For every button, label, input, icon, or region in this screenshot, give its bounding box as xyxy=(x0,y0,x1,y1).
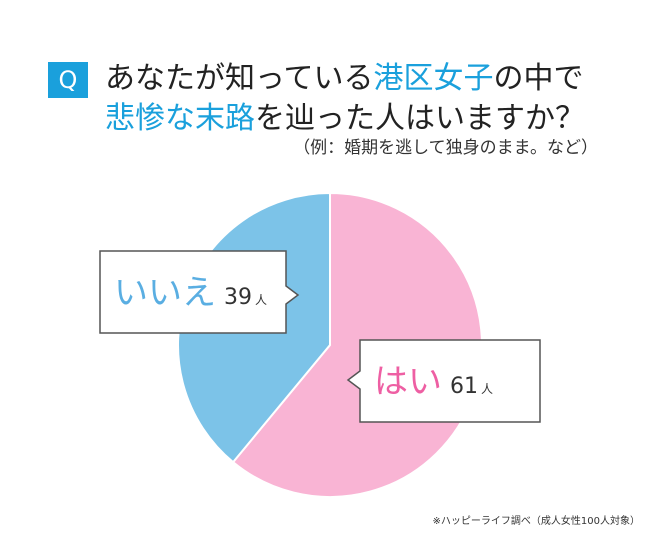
category-label: いいえ xyxy=(114,273,216,313)
unit-label: 人 xyxy=(481,382,493,396)
subtitle: （例：婚期を逃して独身のまま。など） xyxy=(293,138,598,158)
title-line: 悲惨な末路を辿った人はいますか？ xyxy=(105,101,585,136)
callout-box xyxy=(346,339,541,423)
unit-label: 人 xyxy=(255,293,267,307)
badge: Q xyxy=(59,66,78,94)
title-segment: 港区女子 xyxy=(374,61,494,96)
title-segment: あなたが知っている xyxy=(105,61,374,96)
title-segment: を辿った人はいますか？ xyxy=(255,101,585,136)
value-label: 61 xyxy=(450,374,478,399)
title-segment: 悲惨な末路 xyxy=(105,101,255,136)
value-label: 39 xyxy=(224,285,252,310)
badge-box xyxy=(48,62,88,98)
callout-box xyxy=(99,250,300,334)
category-label: はい xyxy=(374,362,442,402)
callout-label: はい 61 人 xyxy=(374,362,493,402)
callout-label: いいえ 39 人 xyxy=(114,273,267,313)
title-line: あなたが知っている港区女子の中で xyxy=(105,61,584,96)
title-segment: の中で xyxy=(494,61,584,96)
source: ※ハッピーライフ調べ（成人女性100人対象） xyxy=(433,514,640,527)
